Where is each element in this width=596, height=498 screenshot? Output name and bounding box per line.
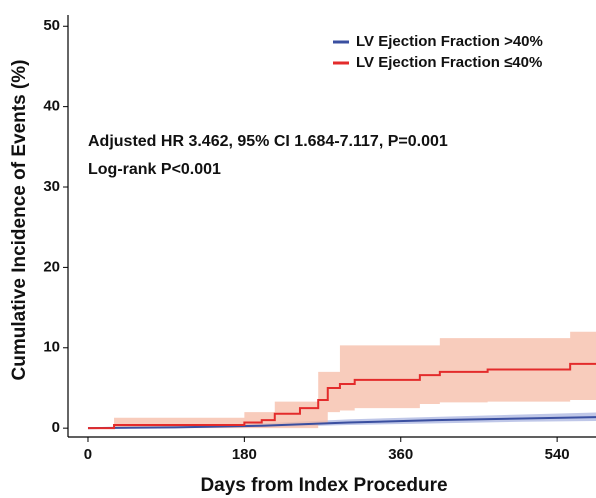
x-tick-label: 540 xyxy=(545,446,570,463)
line xyxy=(87,416,596,430)
y-tick-label: 0 xyxy=(52,419,60,436)
x-tick-label: 180 xyxy=(232,446,257,463)
x-axis-label: Days from Index Procedure xyxy=(200,475,447,496)
y-tick-label: 20 xyxy=(43,258,60,275)
annotation: Adjusted HR 3.462, 95% CI 1.684-7.117, P… xyxy=(88,133,448,150)
x-tick-label: 360 xyxy=(388,446,413,463)
y-tick-label: 10 xyxy=(43,339,60,356)
x-tick-label: 0 xyxy=(84,446,92,463)
annotation: Log-rank P<0.001 xyxy=(88,161,221,178)
y-axis-label: Cumulative Incidence of Events (%) xyxy=(9,60,30,381)
y-tick-label: 40 xyxy=(43,98,60,115)
line xyxy=(87,362,596,430)
legend-label: LV Ejection Fraction >40% xyxy=(356,33,543,50)
y-tick-label: 50 xyxy=(43,17,60,34)
ci-band xyxy=(87,331,596,429)
y-tick-label: 30 xyxy=(43,178,60,195)
ci-band xyxy=(87,412,596,429)
legend-label: LV Ejection Fraction ≤40% xyxy=(356,54,542,71)
